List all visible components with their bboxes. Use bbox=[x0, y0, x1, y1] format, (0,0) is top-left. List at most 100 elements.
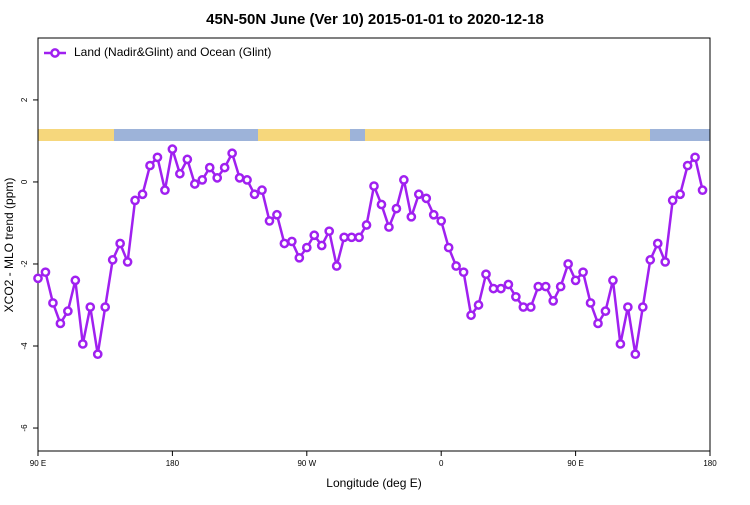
data-point bbox=[264, 216, 275, 226]
data-point bbox=[92, 349, 103, 360]
data-point bbox=[324, 226, 335, 237]
data-point bbox=[391, 203, 402, 214]
data-point bbox=[399, 175, 409, 185]
data-point bbox=[384, 222, 394, 232]
data-point bbox=[645, 255, 656, 265]
data-point bbox=[548, 296, 559, 306]
data-point bbox=[436, 216, 447, 226]
data-point bbox=[115, 238, 125, 249]
data-point bbox=[130, 195, 140, 206]
y-tick-label: -6 bbox=[20, 424, 29, 432]
y-tick-label: -2 bbox=[20, 260, 29, 268]
data-point bbox=[33, 273, 43, 284]
data-point bbox=[212, 173, 223, 183]
data-point bbox=[309, 230, 320, 241]
data-point bbox=[287, 236, 297, 247]
data-point bbox=[630, 349, 641, 360]
data-point bbox=[227, 148, 237, 159]
data-point bbox=[458, 267, 469, 278]
data-point bbox=[697, 185, 708, 196]
data-point bbox=[600, 306, 611, 316]
data-point bbox=[234, 173, 245, 183]
data-point bbox=[593, 318, 603, 329]
data-point bbox=[652, 238, 663, 249]
data-point bbox=[182, 154, 193, 165]
data-point bbox=[488, 283, 499, 294]
x-tick-label: 90 E bbox=[567, 459, 583, 468]
data-point bbox=[294, 252, 305, 263]
data-point bbox=[107, 255, 118, 265]
data-point bbox=[413, 189, 424, 200]
data-point bbox=[570, 275, 581, 286]
data-point bbox=[272, 209, 282, 220]
x-tick-label: 0 bbox=[439, 459, 444, 468]
x-tick-label: 90 W bbox=[297, 459, 316, 468]
data-point bbox=[40, 267, 51, 278]
data-point bbox=[496, 283, 506, 294]
data-point bbox=[473, 300, 484, 310]
data-point bbox=[167, 144, 178, 154]
data-point bbox=[682, 160, 693, 171]
data-point bbox=[623, 302, 633, 312]
x-axis-label: Longitude (deg E) bbox=[326, 476, 421, 490]
data-point bbox=[70, 275, 81, 286]
x-tick-label: 90 E bbox=[30, 459, 46, 468]
data-point bbox=[85, 302, 96, 312]
data-point bbox=[525, 302, 536, 312]
data-point bbox=[667, 195, 678, 206]
data-point bbox=[361, 220, 372, 230]
y-tick-label: 0 bbox=[20, 179, 29, 184]
y-axis-label: XCO2 - MLO trend (ppm) bbox=[2, 178, 16, 313]
data-point bbox=[63, 306, 73, 316]
y-tick-label: -4 bbox=[20, 342, 29, 350]
data-point bbox=[443, 242, 454, 253]
map-strip bbox=[38, 129, 710, 141]
data-point bbox=[100, 302, 111, 312]
data-point bbox=[585, 298, 596, 308]
legend-label: Land (Nadir&Glint) and Ocean (Glint) bbox=[74, 45, 271, 59]
data-point bbox=[533, 281, 544, 292]
data-point bbox=[369, 181, 379, 191]
data-point bbox=[257, 185, 267, 196]
data-point bbox=[608, 275, 618, 286]
data-point bbox=[55, 318, 66, 329]
data-point bbox=[339, 232, 349, 243]
data-point bbox=[48, 298, 58, 308]
y-tick-label: 2 bbox=[20, 97, 29, 102]
data-point bbox=[249, 189, 260, 200]
data-point bbox=[503, 279, 514, 290]
data-point bbox=[331, 261, 342, 271]
land-strip bbox=[258, 129, 350, 141]
data-point bbox=[563, 259, 573, 269]
data-point bbox=[152, 152, 163, 163]
data-point bbox=[122, 257, 133, 267]
data-point bbox=[204, 162, 215, 173]
data-point bbox=[690, 152, 700, 163]
data-point bbox=[175, 168, 185, 179]
data-point bbox=[421, 193, 432, 204]
data-point bbox=[197, 175, 208, 185]
data-point bbox=[279, 238, 290, 249]
data-point bbox=[481, 269, 491, 280]
data-point bbox=[219, 162, 230, 173]
chart-title: 45N-50N June (Ver 10) 2015-01-01 to 2020… bbox=[206, 11, 544, 28]
data-point bbox=[451, 261, 461, 271]
data-point bbox=[637, 302, 648, 312]
data-point bbox=[660, 257, 671, 267]
data-point bbox=[428, 209, 439, 220]
data-point bbox=[466, 310, 476, 321]
plot-frame bbox=[37, 37, 711, 452]
data-point bbox=[675, 189, 685, 200]
data-point bbox=[77, 339, 88, 349]
data-point bbox=[406, 211, 417, 222]
data-point bbox=[555, 281, 566, 292]
data-line bbox=[37, 148, 704, 355]
data-point bbox=[242, 175, 252, 185]
land-strip bbox=[38, 129, 114, 141]
data-point bbox=[145, 160, 155, 171]
data-point bbox=[189, 179, 200, 189]
data-point bbox=[518, 302, 529, 312]
data-point bbox=[354, 232, 364, 243]
data-point bbox=[540, 281, 551, 292]
